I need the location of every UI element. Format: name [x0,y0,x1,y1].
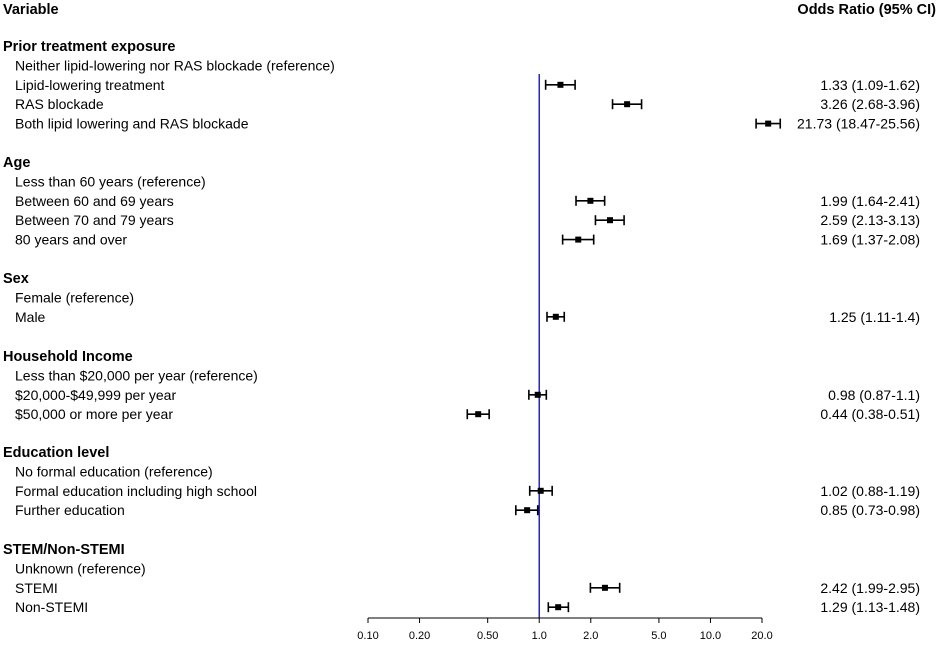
odds-ratio-text: 3.26 (2.68-3.96) [820,96,920,112]
point-estimate [575,236,582,243]
row-label: No formal education (reference) [15,463,213,479]
odds-ratio-text: 2.59 (2.13-3.13) [820,212,920,228]
tick-label: 2.0 [583,630,598,642]
odds-ratio-text: 1.02 (0.88-1.19) [820,483,920,499]
section-title: Education level [3,445,109,461]
header-variable: Variable [3,2,59,18]
odds-ratio-text: 1.69 (1.37-2.08) [820,232,920,248]
row-label: Less than 60 years (reference) [15,173,206,189]
row-label: Between 70 and 79 years [15,212,174,228]
row-label: Neither lipid-lowering nor RAS blockade … [15,57,335,73]
tick-label: 20.0 [751,630,772,642]
row-label: $50,000 or more per year [15,406,173,422]
point-estimate [624,101,631,108]
row-label: Female (reference) [15,289,134,305]
odds-ratio-text: 1.29 (1.13-1.48) [820,599,920,615]
point-estimate [601,584,608,591]
point-estimate [524,507,531,514]
odds-ratio-text: 1.25 (1.11-1.4) [829,309,920,325]
point-estimate [557,81,564,88]
point-estimate [475,411,482,418]
point-estimate [606,217,613,224]
section-title: Prior treatment exposure [3,39,175,55]
point-estimate [555,604,562,611]
tick-label: 0.10 [357,630,378,642]
tick-label: 0.50 [477,630,498,642]
odds-ratio-text: 1.99 (1.64-2.41) [820,193,920,209]
row-label: 80 years and over [15,232,127,248]
row-label: Lipid-lowering treatment [15,77,165,93]
point-estimate [765,120,772,127]
tick-label: 1.0 [532,630,547,642]
tick-label: 5.0 [651,630,666,642]
row-label: STEMI [15,580,58,596]
row-label: Between 60 and 69 years [15,193,174,209]
row-label: Male [15,309,46,325]
odds-ratio-text: 2.42 (1.99-2.95) [820,580,920,596]
odds-ratio-text: 0.85 (0.73-0.98) [820,502,920,518]
row-label: RAS blockade [15,96,104,112]
row-label: Non-STEMI [15,599,88,615]
odds-ratio-text: 0.44 (0.38-0.51) [820,406,920,422]
row-label: Further education [15,502,125,518]
section-title: Household Income [3,349,133,365]
section-title: Sex [3,271,29,287]
odds-ratio-text: 21.73 (18.47-25.56) [797,116,920,132]
row-label: Formal education including high school [15,483,257,499]
section-title: STEM/Non-STEMI [3,542,125,558]
point-estimate [534,391,541,398]
row-label: Unknown (reference) [15,560,146,576]
header-odds-ratio: Odds Ratio (95% CI) [797,2,936,18]
odds-ratio-text: 0.98 (0.87-1.1) [828,387,920,403]
point-estimate [587,197,594,204]
rows-layer: Prior treatment exposure Neither lipid-lo… [3,39,920,615]
tick-label: 10.0 [700,630,721,642]
point-estimate [537,487,544,494]
x-axis: 0.10 0.20 0.50 1.0 2.0 5.0 10.0 20.0 [357,617,773,642]
point-estimate [552,313,559,320]
row-label: Both lipid lowering and RAS blockade [15,116,249,132]
marks-layer [466,79,782,613]
row-label: $20,000-$49,999 per year [15,387,176,403]
row-label: Less than $20,000 per year (reference) [15,367,258,383]
odds-ratio-text: 1.33 (1.09-1.62) [820,77,920,93]
tick-label: 0.20 [409,630,430,642]
section-title: Age [3,155,30,171]
